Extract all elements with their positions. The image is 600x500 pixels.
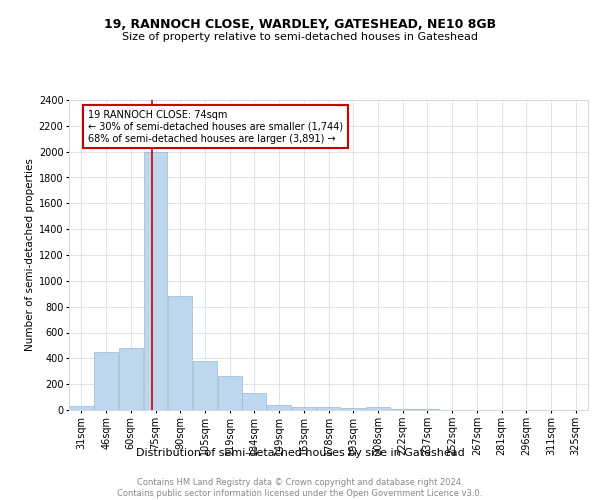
Bar xyxy=(119,348,143,410)
Text: Distribution of semi-detached houses by size in Gateshead: Distribution of semi-detached houses by … xyxy=(136,448,464,458)
Bar xyxy=(292,407,316,410)
Bar xyxy=(366,408,390,410)
Bar xyxy=(143,152,167,410)
Bar xyxy=(168,296,192,410)
Bar xyxy=(267,405,291,410)
Bar xyxy=(317,408,340,410)
Text: Size of property relative to semi-detached houses in Gateshead: Size of property relative to semi-detach… xyxy=(122,32,478,42)
Bar xyxy=(218,376,242,410)
Bar xyxy=(70,406,94,410)
Bar xyxy=(193,361,217,410)
Bar xyxy=(341,408,365,410)
Text: 19, RANNOCH CLOSE, WARDLEY, GATESHEAD, NE10 8GB: 19, RANNOCH CLOSE, WARDLEY, GATESHEAD, N… xyxy=(104,18,496,30)
Text: 19 RANNOCH CLOSE: 74sqm
← 30% of semi-detached houses are smaller (1,744)
68% of: 19 RANNOCH CLOSE: 74sqm ← 30% of semi-de… xyxy=(88,110,343,144)
Text: Contains HM Land Registry data © Crown copyright and database right 2024.
Contai: Contains HM Land Registry data © Crown c… xyxy=(118,478,482,498)
Bar xyxy=(391,408,415,410)
Bar xyxy=(242,393,266,410)
Bar xyxy=(415,408,439,410)
Bar xyxy=(94,352,118,410)
Y-axis label: Number of semi-detached properties: Number of semi-detached properties xyxy=(25,158,35,352)
